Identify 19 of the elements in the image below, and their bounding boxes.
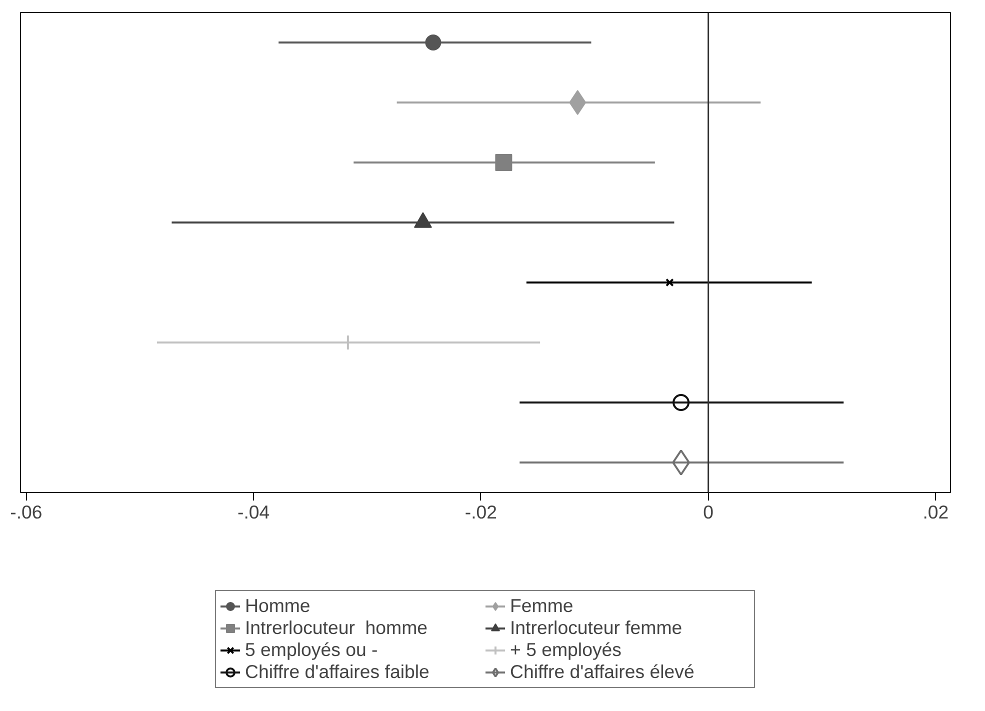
legend-label: + 5 employés [510,639,622,661]
legend-label: Femme [510,595,574,617]
x-tick-label: -.02 [464,502,498,522]
point [672,394,690,411]
x-tick-label: 0 [703,502,714,522]
point [569,90,586,115]
legend-label: Chiffre d'affaires faible [245,661,430,683]
legend-label: Homme [245,595,312,617]
point [666,278,674,287]
legend-label: Intrerlocuteur homme [245,617,428,639]
legend-label: 5 employés ou - [245,639,379,661]
legend-label: Chiffre d'affaires élevé [510,661,696,683]
x-tick-label: -.06 [10,502,42,522]
point [425,34,442,50]
legend-label: Intrerlocuteur femme [510,617,684,639]
point [495,154,512,171]
point [672,450,690,476]
x-tick-label: .02 [922,502,949,522]
x-tick-label: -.04 [237,502,270,522]
